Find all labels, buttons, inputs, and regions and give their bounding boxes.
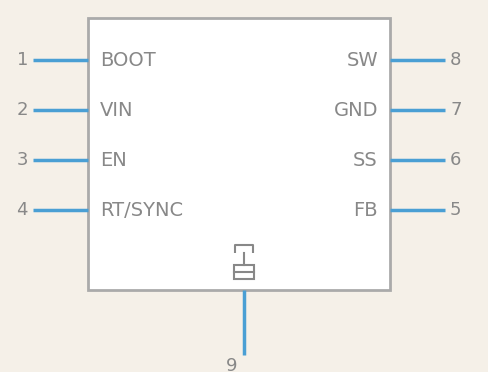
Text: 8: 8 [450,51,461,69]
Text: 1: 1 [17,51,28,69]
Text: EN: EN [100,151,127,170]
Text: VIN: VIN [100,100,134,119]
Text: BOOT: BOOT [100,51,156,70]
Bar [234,265,254,279]
Text: 7: 7 [450,101,462,119]
Text: RT/SYNC: RT/SYNC [100,201,183,219]
Bar [88,18,390,290]
Text: SS: SS [353,151,378,170]
Text: 4: 4 [17,201,28,219]
Text: 2: 2 [17,101,28,119]
Text: 3: 3 [17,151,28,169]
Text: 5: 5 [450,201,462,219]
Text: GND: GND [333,100,378,119]
Text: SW: SW [346,51,378,70]
Text: FB: FB [353,201,378,219]
Text: 9: 9 [226,357,238,372]
Text: 6: 6 [450,151,461,169]
